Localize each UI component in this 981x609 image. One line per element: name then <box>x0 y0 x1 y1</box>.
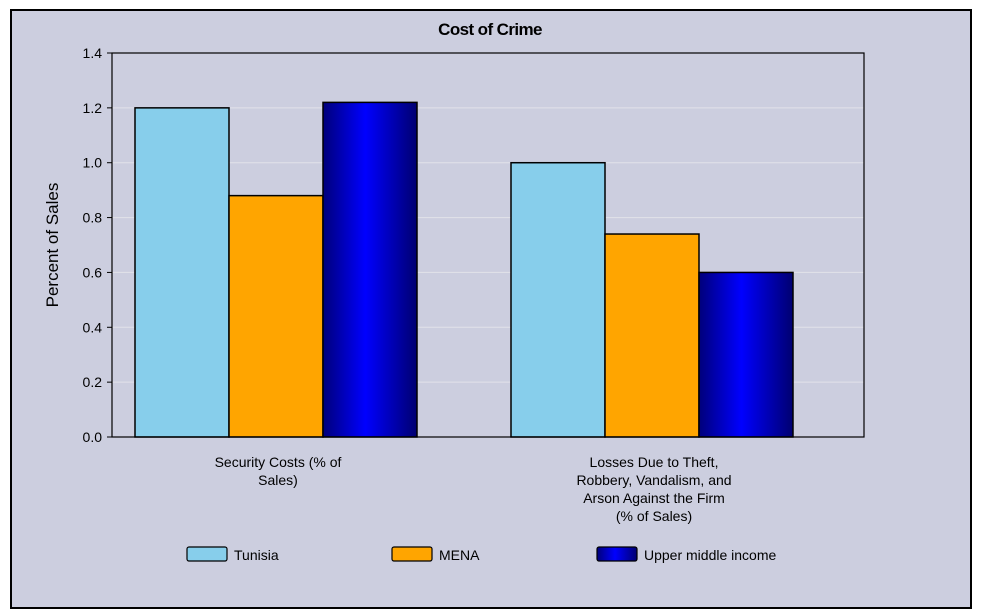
legend-label: Tunisia <box>234 547 279 563</box>
y-tick-label: 0.8 <box>83 210 103 226</box>
y-axis-label: Percent of Sales <box>43 183 62 308</box>
legend-swatch <box>596 546 638 562</box>
chart-title: Cost of Crime <box>438 20 542 39</box>
category-label: Sales) <box>258 472 298 488</box>
y-tick-label: 1.0 <box>83 155 103 171</box>
legend: Tunisia MENA Upper middle income <box>186 546 776 563</box>
y-tick-label: 1.2 <box>83 100 103 116</box>
plot-area: 0.0 0.2 0.4 0.6 0.8 1.0 1.2 1.4 <box>83 45 865 445</box>
category-label: Security Costs (% of <box>215 454 342 470</box>
legend-label: Upper middle income <box>644 547 776 563</box>
bar-tunisia <box>134 107 230 438</box>
y-tick-label: 1.4 <box>83 45 103 61</box>
legend-swatch <box>186 546 228 562</box>
bar-upper-middle-income <box>698 271 794 438</box>
plot-border <box>111 52 865 438</box>
bar-mena <box>604 233 700 438</box>
bar-mena <box>228 194 324 438</box>
category-label: Losses Due to Theft, <box>590 454 719 470</box>
legend-label: MENA <box>439 547 480 563</box>
y-tick-label: 0.0 <box>83 429 103 445</box>
bar-chart: Cost of Crime Percent of Sales 0.0 0.2 0.4… <box>43 20 865 563</box>
category-label: (% of Sales) <box>616 508 692 524</box>
y-tick-label: 0.2 <box>83 374 103 390</box>
bar-tunisia <box>510 161 606 438</box>
bar-upper-middle-income <box>322 101 418 438</box>
legend-swatch <box>391 546 433 562</box>
y-tick-label: 0.6 <box>83 264 103 280</box>
category-label: Robbery, Vandalism, and <box>576 472 731 488</box>
x-axis-labels: Security Costs (% of Sales) Losses Due to … <box>215 454 732 524</box>
category-label: Arson Against the Firm <box>583 490 725 506</box>
y-tick-label: 0.4 <box>83 319 103 335</box>
